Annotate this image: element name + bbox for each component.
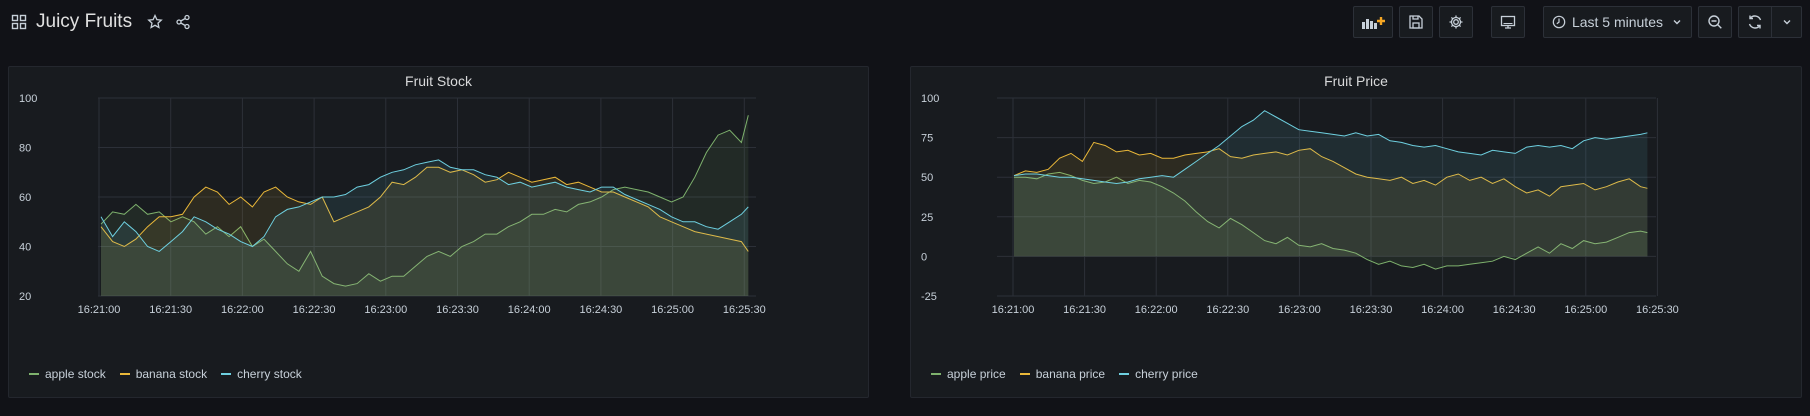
x-tick-label: 16:21:00: [78, 304, 121, 316]
legend: apple price banana price cherry price: [931, 367, 1212, 381]
x-tick-label: 16:24:30: [1493, 304, 1536, 316]
panel-fruit-stock[interactable]: Fruit Stock 20 40 60 80 100 16:21:00 16:21:30 1…: [8, 66, 869, 398]
chevron-down-icon: [1673, 20, 1681, 25]
time-range-picker[interactable]: Last 5 minutes: [1542, 6, 1692, 38]
refresh-icon: [1748, 15, 1762, 29]
legend-swatch: [119, 373, 130, 375]
clock-icon: [1552, 15, 1566, 29]
panel-fruit-price[interactable]: Fruit Price -25 0 25 50 75 100 16:21:00 16:21:3…: [910, 66, 1802, 398]
fruit-price-chart[interactable]: -25 0 25 50 75 100 16:21:00 16:21:30 16:22:00 16:…: [911, 67, 1803, 367]
x-tick-label: 16:22:00: [221, 304, 264, 316]
legend-item[interactable]: banana price: [1019, 367, 1106, 381]
legend-swatch: [221, 373, 232, 375]
legend-label: apple stock: [45, 367, 106, 381]
legend-item[interactable]: cherry stock: [221, 367, 302, 381]
x-tick-label: 16:23:00: [1278, 304, 1321, 316]
share-icon[interactable]: [172, 11, 194, 33]
refresh-interval-dropdown[interactable]: [1772, 6, 1802, 38]
star-icon[interactable]: [144, 11, 166, 33]
series-area: [1014, 172, 1648, 270]
legend-item[interactable]: banana stock: [119, 367, 208, 381]
fruit-stock-chart[interactable]: 20 40 60 80 100 16:21:00 16:21:30 16:22:00 16:22…: [9, 67, 870, 367]
x-tick-label: 16:25:30: [723, 304, 766, 316]
legend-label: banana stock: [135, 367, 208, 381]
legend-item[interactable]: apple price: [931, 367, 1006, 381]
series-line-banana-price[interactable]: [1013, 141, 1648, 197]
dashboard-grid-icon[interactable]: [8, 11, 30, 33]
x-tick-label: 16:21:00: [992, 304, 1035, 316]
y-tick-label: -25: [921, 291, 937, 303]
series-area: [101, 159, 749, 296]
legend-swatch: [29, 373, 39, 375]
series-line-apple-price[interactable]: [1014, 171, 1648, 270]
series-line-apple-stock[interactable]: [100, 115, 749, 287]
chevron-down-icon: [1783, 20, 1790, 25]
dashboard-header: Juicy Fruits: [8, 8, 200, 36]
x-tick-label: 16:22:30: [293, 304, 336, 316]
y-tick-label: 100: [19, 93, 37, 105]
series-area: [1014, 142, 1648, 257]
series-line-cherry-stock[interactable]: [100, 159, 749, 252]
x-tick-label: 16:23:30: [1350, 304, 1393, 316]
y-tick-label: 40: [19, 242, 31, 254]
y-tick-label: 50: [921, 172, 933, 184]
dashboard-title[interactable]: Juicy Fruits: [36, 11, 133, 32]
zoom-out-button[interactable]: [1698, 6, 1732, 38]
x-tick-label: 16:23:30: [436, 304, 479, 316]
x-tick-label: 16:25:30: [1636, 304, 1679, 316]
refresh-button[interactable]: [1738, 6, 1772, 38]
series-line-banana-stock[interactable]: [100, 166, 749, 252]
legend-swatch: [1119, 373, 1130, 375]
panel-title[interactable]: Fruit Stock: [405, 73, 472, 89]
series-area: [101, 167, 749, 296]
legend-swatch: [1019, 373, 1030, 375]
legend-label: banana price: [1035, 367, 1106, 381]
y-tick-label: 100: [921, 93, 939, 105]
save-dashboard-button[interactable]: [1398, 6, 1433, 38]
y-tick-label: 25: [921, 212, 933, 224]
y-tick-label: 80: [19, 143, 31, 155]
x-tick-label: 16:24:30: [579, 304, 622, 316]
x-tick-label: 16:25:00: [1564, 304, 1607, 316]
legend-label: cherry stock: [237, 367, 302, 381]
x-tick-label: 16:22:00: [1135, 304, 1178, 316]
series-area: [1014, 110, 1648, 257]
legend-swatch: [931, 373, 941, 375]
x-tick-label: 16:24:00: [1421, 304, 1464, 316]
panel-title[interactable]: Fruit Price: [1324, 73, 1388, 89]
gear-icon: [1449, 15, 1463, 29]
legend-label: cherry price: [1135, 367, 1198, 381]
y-tick-label: 75: [921, 133, 933, 145]
tv-mode-icon: [1500, 15, 1516, 29]
y-tick-label: 0: [921, 251, 927, 263]
add-panel-icon: [1361, 17, 1385, 29]
dashboard-settings-button[interactable]: [1438, 6, 1473, 38]
legend: apple stock banana stock cherry stock: [29, 367, 316, 381]
legend-item[interactable]: cherry price: [1119, 367, 1198, 381]
x-tick-label: 16:21:30: [149, 304, 192, 316]
x-tick-label: 16:21:30: [1063, 304, 1106, 316]
dashboard-toolbar: Last 5 minutes: [1347, 6, 1802, 38]
y-tick-label: 60: [19, 192, 31, 204]
x-tick-label: 16:24:00: [508, 304, 551, 316]
legend-label: apple price: [947, 367, 1006, 381]
y-tick-label: 20: [19, 291, 31, 303]
time-range-label: Last 5 minutes: [1571, 14, 1663, 30]
x-tick-label: 16:22:30: [1206, 304, 1249, 316]
series-line-cherry-price[interactable]: [1013, 110, 1648, 185]
x-tick-label: 16:23:00: [364, 304, 407, 316]
legend-item[interactable]: apple stock: [29, 367, 106, 381]
top-navbar: Juicy Fruits: [0, 0, 1810, 44]
tv-mode-button[interactable]: [1490, 6, 1525, 38]
save-icon: [1409, 15, 1423, 29]
series-area: [101, 115, 749, 296]
add-panel-button[interactable]: [1352, 6, 1393, 38]
zoom-out-icon: [1708, 15, 1722, 29]
x-tick-label: 16:25:00: [651, 304, 694, 316]
